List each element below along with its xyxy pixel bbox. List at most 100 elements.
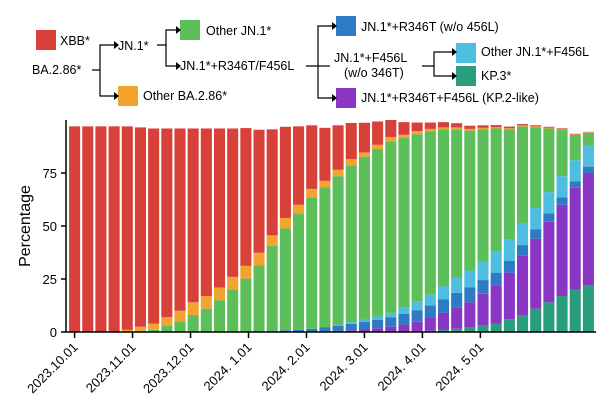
bar-segment-kp-2-like-21 <box>345 330 357 332</box>
bar-segment-xbb--20 <box>332 125 344 170</box>
tree-node-r346t-f456l: JN.1*+R346T/F456L <box>180 59 294 73</box>
bar-segment-other-ba-2-86--8 <box>174 310 186 322</box>
bar-segment-kp-2-like-35 <box>530 238 542 309</box>
bar-segment-other-jn-1--31 <box>477 129 489 261</box>
bar-segment-other-jn-1--35 <box>530 127 542 208</box>
bar-segment-other-ba-2-86--20 <box>332 169 344 177</box>
bar-segment-kp-3--28 <box>437 329 450 332</box>
legend-swatch-xbb <box>36 30 56 50</box>
bar-segment-jn-1-r346t-w-o-456l--35 <box>530 229 542 239</box>
bar-segment-other-jn-1--23 <box>372 149 384 317</box>
bar-segment-xbb--34 <box>517 124 529 126</box>
bar-segment-other-jn-1-f456l-36 <box>543 192 555 214</box>
x-tick-label-5: 2024. 3.01 <box>316 340 370 394</box>
bar-segment-other-ba-2-86--13 <box>240 265 252 279</box>
bar-segment-other-jn-1--38 <box>569 134 581 161</box>
bar-segment-kp-3--32 <box>490 323 502 332</box>
legend-label-kp3: KP.3* <box>481 69 511 83</box>
bar-segment-jn-1-r346t-w-o-456l--23 <box>372 319 384 329</box>
bar-segment-other-jn-1--27 <box>424 131 436 295</box>
bar-segment-other-ba-2-86--31 <box>477 127 489 130</box>
bar-segment-jn-1-r346t-w-o-456l--25 <box>398 313 410 325</box>
bar-segment-other-jn-1--7 <box>161 325 173 332</box>
bar-segment-jn-1-r346t-w-o-456l--27 <box>424 305 436 319</box>
bar-segment-other-ba-2-86--12 <box>227 276 239 290</box>
bar-segment-other-jn-1--22 <box>358 156 370 320</box>
bar-segment-other-ba-2-86--29 <box>451 127 463 130</box>
bar-segment-other-jn-1--32 <box>490 128 502 252</box>
bar-segment-other-ba-2-86--4 <box>121 329 133 332</box>
bar-segment-jn-1-r346t-w-o-456l--34 <box>517 245 529 256</box>
bar-segment-other-jn-1--29 <box>451 129 463 278</box>
bar-segment-xbb--12 <box>227 128 239 277</box>
bar-segment-other-ba-2-86--35 <box>530 126 542 128</box>
bar-segment-kp-2-like-22 <box>358 329 370 332</box>
legend: XBB* BA.2.86* JN.1* Other JN.1* JN.1*+R3… <box>32 16 589 108</box>
legend-label-other-ba286: Other BA.2.86* <box>143 89 227 103</box>
bar-segment-other-jn-1--26 <box>411 134 423 302</box>
bar-segment-kp-2-like-33 <box>503 272 515 320</box>
bar-segment-other-ba-2-86--25 <box>398 134 410 139</box>
bar-segment-other-jn-1--39 <box>582 132 594 146</box>
bar-segment-kp-3--29 <box>451 328 463 332</box>
bar-segment-other-ba-2-86--15 <box>266 235 278 246</box>
legend-label-r346t: JN.1*+R346T (w/o 456L) <box>361 20 499 34</box>
bar-segment-other-jn-1--10 <box>200 308 212 332</box>
bar-segment-kp-2-like-27 <box>424 318 436 331</box>
bar-segment-other-ba-2-86--37 <box>556 128 568 130</box>
bar-segment-jn-1-r346t-w-o-456l--30 <box>464 287 476 303</box>
bar-segment-xbb--31 <box>477 125 489 128</box>
y-axis-title: Percentage <box>17 185 34 267</box>
bar-segment-xbb--38 <box>569 133 581 135</box>
bar-segment-xbb--29 <box>451 123 463 128</box>
bar-segment-other-jn-1--19 <box>319 187 331 328</box>
bar-segment-xbb--35 <box>530 125 542 127</box>
bar-segment-other-jn-1--21 <box>345 165 357 323</box>
bar-segment-other-ba-2-86--9 <box>187 302 199 316</box>
tree-connectors <box>92 25 452 99</box>
bar-segment-other-jn-1-f456l-28 <box>437 286 450 300</box>
x-tick-label-1: 2023.11.01 <box>83 340 139 396</box>
bar-segment-kp-2-like-32 <box>490 285 502 324</box>
bar-segment-other-jn-1--14 <box>253 265 265 332</box>
bar-segment-xbb--26 <box>411 122 423 132</box>
bar-segment-xbb--21 <box>345 122 357 160</box>
y-tick-label-75: 75 <box>43 166 57 181</box>
bar-segment-other-ba-2-86--30 <box>464 128 476 131</box>
x-tick-label-6: 2024. 4.01 <box>374 340 428 394</box>
legend-label-other-jn1: Other JN.1* <box>206 24 271 38</box>
bar-segment-kp-2-like-39 <box>582 173 594 286</box>
bar-segment-other-jn-1--18 <box>306 197 318 329</box>
bar-segment-xbb--15 <box>266 129 278 236</box>
x-tick-label-3: 2024. 1.01 <box>201 340 255 394</box>
bar-segment-other-ba-2-86--34 <box>517 125 529 127</box>
bar-segment-other-ba-2-86--19 <box>319 180 331 188</box>
bar-segment-other-jn-1--20 <box>332 176 344 325</box>
bar-segment-xbb--27 <box>424 122 436 129</box>
bar-segment-other-ba-2-86--16 <box>279 217 291 229</box>
bar-segment-xbb--2 <box>95 126 107 332</box>
bar-segment-xbb--14 <box>253 129 265 253</box>
bar-segment-other-jn-1-f456l-34 <box>517 223 529 246</box>
bar-segment-jn-1-r346t-w-o-456l--31 <box>477 280 489 294</box>
bar-segment-other-ba-2-86--7 <box>161 317 173 326</box>
legend-swatch-kp3 <box>456 66 476 86</box>
bar-segment-kp-2-like-26 <box>411 321 423 332</box>
bar-segment-jn-1-r346t-w-o-456l--20 <box>332 325 344 331</box>
bar-segment-other-jn-1--12 <box>227 289 239 332</box>
bar-segment-other-jn-1-f456l-32 <box>490 251 502 273</box>
bar-segment-jn-1-r346t-w-o-456l--32 <box>490 272 502 286</box>
y-tick-label-50: 50 <box>43 219 57 234</box>
bar-segment-other-jn-1-f456l-29 <box>451 277 463 293</box>
bar-segment-jn-1-r346t-w-o-456l--36 <box>543 213 555 222</box>
bar-segment-other-jn-1-f456l-27 <box>424 294 436 306</box>
bar-segment-other-ba-2-86--26 <box>411 131 423 135</box>
bar-segment-xbb--23 <box>372 121 384 145</box>
bar-segment-kp-2-like-28 <box>437 312 450 330</box>
bar-segment-other-jn-1--15 <box>266 245 278 331</box>
bar-segment-kp-3--39 <box>582 285 594 332</box>
bar-segment-other-jn-1--9 <box>187 315 199 332</box>
bar-segment-other-jn-1--13 <box>240 278 252 332</box>
bar-segment-other-ba-2-86--22 <box>358 152 370 157</box>
